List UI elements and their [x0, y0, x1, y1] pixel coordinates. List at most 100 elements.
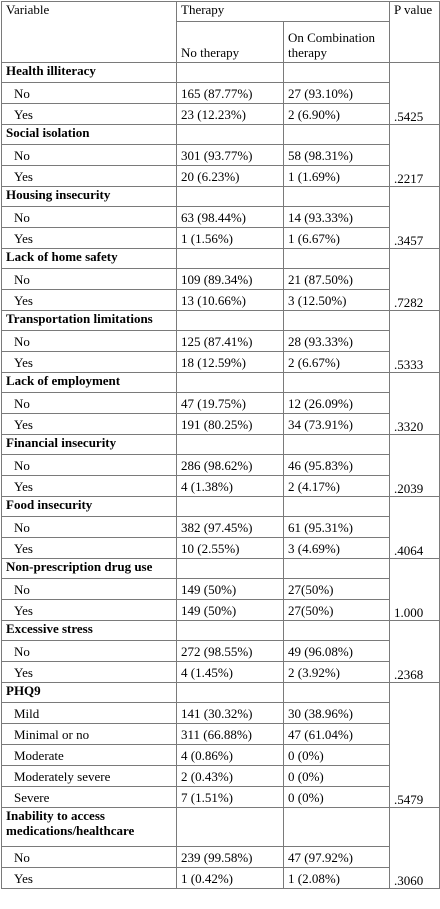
table-row: No 165 (87.77%) 27 (93.10%): [1, 82, 440, 104]
level-label: No: [1, 330, 177, 352]
combination-value: 61 (95.31%): [283, 516, 390, 538]
level-label: Yes: [1, 289, 177, 311]
p-value: 1.000: [389, 558, 440, 621]
no-therapy-value: 13 (10.66%): [176, 289, 284, 311]
level-label: Yes: [1, 475, 177, 497]
combination-value: 47 (61.04%): [283, 723, 390, 745]
section-blank-combo: [283, 620, 390, 641]
combination-value: 1 (1.69%): [283, 165, 390, 187]
section-blank-no: [176, 62, 284, 83]
section-header-row: Excessive stress .2368: [1, 620, 440, 683]
no-therapy-value: 20 (6.23%): [176, 165, 284, 187]
table-row: Yes 191 (80.25%) 34 (73.91%): [1, 413, 440, 435]
section-blank-combo: [283, 310, 390, 331]
no-therapy-value: 286 (98.62%): [176, 454, 284, 476]
combination-value: 2 (6.90%): [283, 103, 390, 125]
combination-value: 0 (0%): [283, 765, 390, 787]
combination-value: 27(50%): [283, 599, 390, 621]
no-therapy-value: 109 (89.34%): [176, 268, 284, 290]
level-label: No: [1, 82, 177, 104]
p-value: .5425: [389, 62, 440, 125]
table-row: No 286 (98.62%) 46 (95.83%): [1, 454, 440, 476]
results-table: Variable Therapy P value No therapy On C…: [1, 1, 440, 889]
level-label: Yes: [1, 103, 177, 125]
header-pvalue: P value: [389, 1, 440, 63]
section-blank-no: [176, 310, 284, 331]
combination-value: 49 (96.08%): [283, 640, 390, 662]
no-therapy-value: 2 (0.43%): [176, 765, 284, 787]
p-value: .4064: [389, 496, 440, 559]
table-row: No 47 (19.75%) 12 (26.09%): [1, 392, 440, 414]
section-blank-no: [176, 434, 284, 455]
table-row: Yes 20 (6.23%) 1 (1.69%): [1, 165, 440, 187]
p-value: .2039: [389, 434, 440, 497]
level-label: Yes: [1, 413, 177, 435]
section-blank-no: [176, 620, 284, 641]
combination-value: 3 (4.69%): [283, 537, 390, 559]
combination-value: 1 (6.67%): [283, 227, 390, 249]
combination-value: 1 (2.08%): [283, 867, 390, 889]
combination-value: 2 (6.67%): [283, 351, 390, 373]
section-title: Excessive stress: [1, 620, 177, 641]
table-row: No 63 (98.44%) 14 (93.33%): [1, 206, 440, 228]
p-value: .3457: [389, 186, 440, 249]
header-no-therapy: No therapy: [176, 21, 284, 63]
section-blank-no: [176, 248, 284, 269]
no-therapy-value: 149 (50%): [176, 578, 284, 600]
section-header-row: Inability to access medications/healthca…: [1, 807, 440, 889]
level-label: No: [1, 578, 177, 600]
section-blank-no: [176, 186, 284, 207]
section-blank-combo: [283, 434, 390, 455]
section-header-row: Lack of home safety .7282: [1, 248, 440, 311]
combination-value: 30 (38.96%): [283, 702, 390, 724]
section-title: Lack of employment: [1, 372, 177, 393]
level-label: Mild: [1, 702, 177, 724]
header-row-1: Variable Therapy P value: [1, 1, 440, 63]
table-row: No 239 (99.58%) 47 (97.92%): [1, 846, 440, 868]
no-therapy-value: 311 (66.88%): [176, 723, 284, 745]
table-row: Yes 1 (1.56%) 1 (6.67%): [1, 227, 440, 249]
section-title: Lack of home safety: [1, 248, 177, 269]
no-therapy-value: 1 (1.56%): [176, 227, 284, 249]
table-row: Yes 149 (50%) 27(50%): [1, 599, 440, 621]
table-row: Yes 18 (12.59%) 2 (6.67%): [1, 351, 440, 373]
level-label: Severe: [1, 786, 177, 808]
table-row: No 272 (98.55%) 49 (96.08%): [1, 640, 440, 662]
section-blank-combo: [283, 372, 390, 393]
section-title: Housing insecurity: [1, 186, 177, 207]
no-therapy-value: 239 (99.58%): [176, 846, 284, 868]
table-row: Severe 7 (1.51%) 0 (0%): [1, 786, 440, 808]
section-blank-combo: [283, 496, 390, 517]
level-label: Minimal or no: [1, 723, 177, 745]
level-label: Yes: [1, 599, 177, 621]
header-combination-therapy: On Combination therapy: [283, 21, 390, 63]
combination-value: 27(50%): [283, 578, 390, 600]
table-row: Yes 4 (1.38%) 2 (4.17%): [1, 475, 440, 497]
no-therapy-value: 301 (93.77%): [176, 144, 284, 166]
p-value: .2368: [389, 620, 440, 683]
section-title: Financial insecurity: [1, 434, 177, 455]
no-therapy-value: 4 (1.38%): [176, 475, 284, 497]
combination-value: 3 (12.50%): [283, 289, 390, 311]
section-blank-combo: [283, 248, 390, 269]
level-label: No: [1, 392, 177, 414]
table-row: Yes 13 (10.66%) 3 (12.50%): [1, 289, 440, 311]
section-blank-combo: [283, 807, 390, 847]
section-blank-no: [176, 124, 284, 145]
level-label: No: [1, 144, 177, 166]
section-blank-no: [176, 372, 284, 393]
table-row: Mild 141 (30.32%) 30 (38.96%): [1, 702, 440, 724]
table-row: Yes 4 (1.45%) 2 (3.92%): [1, 661, 440, 683]
no-therapy-value: 149 (50%): [176, 599, 284, 621]
header-row-2: No therapy On Combination therapy: [2, 21, 440, 63]
level-label: Moderately severe: [1, 765, 177, 787]
combination-value: 47 (97.92%): [283, 846, 390, 868]
no-therapy-value: 47 (19.75%): [176, 392, 284, 414]
no-therapy-value: 165 (87.77%): [176, 82, 284, 104]
combination-value: 0 (0%): [283, 744, 390, 766]
table-row: Yes 1 (0.42%) 1 (2.08%): [1, 867, 440, 889]
no-therapy-value: 23 (12.23%): [176, 103, 284, 125]
table-row: Yes 10 (2.55%) 3 (4.69%): [1, 537, 440, 559]
combination-value: 28 (93.33%): [283, 330, 390, 352]
table-row: Yes 23 (12.23%) 2 (6.90%): [1, 103, 440, 125]
